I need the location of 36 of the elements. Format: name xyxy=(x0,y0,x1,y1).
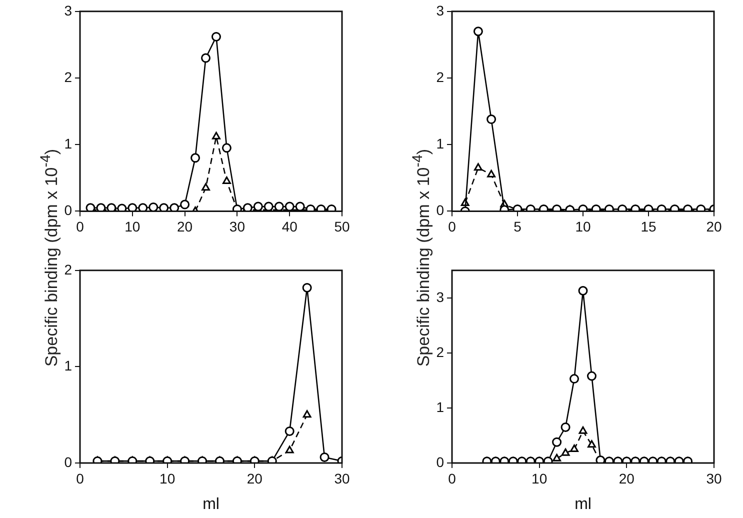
x-tick-label: 15 xyxy=(640,218,656,234)
y-tick-label: 3 xyxy=(436,288,444,305)
x-tick-label: 30 xyxy=(229,218,246,234)
y-tick-label: 2 xyxy=(436,68,444,85)
x-tick-label: 10 xyxy=(160,470,176,486)
x-tick-label: 30 xyxy=(706,470,722,486)
y-tick-label: 2 xyxy=(64,68,72,85)
x-tick-label: 20 xyxy=(177,218,193,234)
x-tick-label: 30 xyxy=(334,470,350,486)
x-axis-title: ml xyxy=(574,496,592,513)
x-tick-label: 20 xyxy=(706,218,722,234)
y-tick-label: 3 xyxy=(64,2,72,18)
y-tick-label: 0 xyxy=(64,454,72,470)
x-tick-label: 0 xyxy=(76,470,84,486)
x-tick-label: 5 xyxy=(514,218,522,234)
x-tick-label: 20 xyxy=(618,470,635,486)
x-tick-label: 40 xyxy=(282,218,298,234)
y-tick-label: 3 xyxy=(436,2,444,18)
y-tick-label: 0 xyxy=(436,202,444,218)
y-tick-label: 2 xyxy=(64,261,72,278)
x-tick-label: 50 xyxy=(334,218,350,234)
y-tick-label: 0 xyxy=(436,454,444,470)
y-tick-label: 0 xyxy=(64,202,72,218)
x-tick-label: 0 xyxy=(76,218,84,234)
y-tick-label: 1 xyxy=(64,135,72,152)
x-axis-title: ml xyxy=(202,496,220,513)
y-tick-label: 1 xyxy=(436,135,444,152)
y-tick-label: 1 xyxy=(436,398,444,415)
y-tick-label: 1 xyxy=(64,358,72,374)
x-tick-label: 0 xyxy=(448,470,456,486)
x-tick-label: 0 xyxy=(448,218,456,234)
x-tick-label: 10 xyxy=(124,218,140,234)
y-tick-label: 2 xyxy=(436,344,444,360)
x-tick-label: 10 xyxy=(532,470,548,486)
x-tick-label: 10 xyxy=(575,218,591,234)
x-tick-label: 20 xyxy=(246,470,263,486)
